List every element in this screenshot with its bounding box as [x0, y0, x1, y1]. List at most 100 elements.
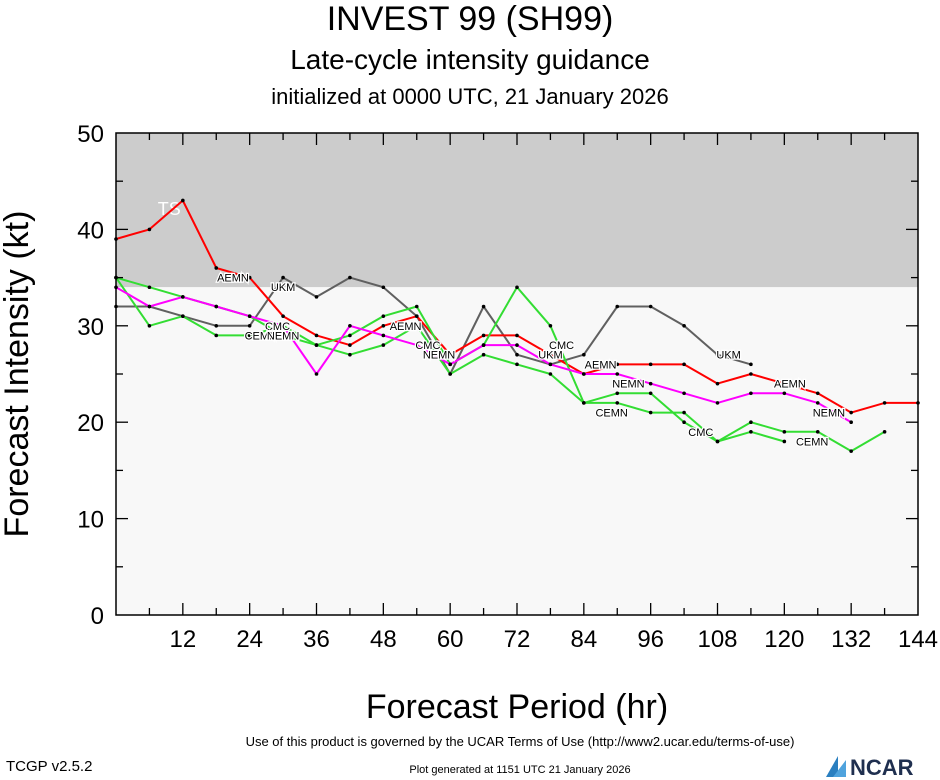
data-point-nemn [682, 391, 686, 396]
y-tick-label: 20 [77, 410, 104, 437]
data-point-aemn [247, 275, 252, 280]
data-point-aemn [181, 198, 185, 203]
data-point-ukm [682, 324, 686, 328]
series-label-cmc: CMC [265, 321, 290, 333]
data-point-nemn [448, 362, 452, 367]
data-point-cmc [281, 333, 285, 338]
data-point-aemn [381, 324, 386, 328]
chart-subtitle: Late-cycle intensity guidance [290, 44, 650, 75]
data-point-nemn [214, 304, 219, 309]
data-point-ukm [214, 324, 219, 328]
series-line-cemn [115, 277, 886, 453]
x-tick-label: 120 [764, 626, 804, 653]
data-point-cemn [214, 333, 219, 338]
data-point-cemn [782, 430, 787, 434]
y-axis-label: Forecast Intensity (kt) [0, 211, 36, 538]
data-point-aemn [281, 314, 285, 318]
data-point-nemn [849, 420, 853, 425]
data-point-cemn [648, 410, 653, 415]
x-tick-label: 12 [169, 626, 196, 653]
intensity-bands [116, 133, 918, 615]
series-label-aemn: AEMN [585, 359, 617, 371]
data-point-cmc [648, 391, 653, 396]
x-tick-label: 60 [437, 626, 464, 653]
data-point-nemn [582, 372, 586, 376]
data-point-cemn [548, 372, 553, 376]
data-point-aemn [849, 410, 853, 415]
data-point-cemn [749, 420, 753, 425]
version-label: TCGP v2.5.2 [6, 758, 93, 775]
data-point-nemn [381, 333, 386, 338]
data-point-aemn [648, 362, 653, 367]
band-labels: TS [158, 199, 181, 219]
data-point-aemn [715, 381, 720, 386]
data-point-ukm [582, 352, 586, 357]
data-point-ukm [615, 304, 620, 309]
y-tick-label: 40 [77, 217, 104, 244]
series-label-cmc: CMC [549, 340, 574, 352]
data-point-nemn [815, 401, 820, 405]
series-line-ukm [116, 276, 752, 375]
y-tick-label: 10 [77, 507, 104, 534]
data-point-ukm [314, 295, 319, 299]
intensity-band-1 [116, 287, 918, 615]
data-point-aemn [682, 362, 686, 367]
data-point-cemn [715, 439, 720, 444]
data-point-ukm [715, 352, 720, 357]
series-points [114, 198, 920, 453]
data-point-aemn [548, 352, 553, 357]
series-label-cemn: CEMN [245, 330, 277, 342]
init-time: initialized at 0000 UTC, 21 January 2026 [271, 84, 669, 109]
x-tick-label: 132 [831, 626, 871, 653]
series-label-nemn: NEMN [612, 379, 644, 391]
data-point-cemn [849, 449, 853, 453]
y-tick-label: 30 [77, 314, 104, 341]
data-point-aemn [481, 333, 486, 338]
data-point-cemn [481, 352, 486, 357]
data-point-aemn [749, 372, 753, 376]
series-label-nemn: NEMN [813, 408, 845, 420]
data-point-aemn [782, 381, 787, 386]
data-point-cemn [247, 333, 252, 338]
data-point-cmc [147, 285, 152, 290]
series-label-ukm: UKM [716, 350, 740, 362]
data-point-aemn [515, 333, 519, 338]
data-point-aemn [348, 343, 352, 347]
data-point-ukm [749, 362, 753, 367]
data-point-nemn [281, 324, 285, 328]
y-tick-label: 50 [77, 121, 104, 148]
data-point-cemn [448, 372, 452, 376]
data-point-cemn [615, 401, 620, 405]
data-point-cemn [381, 343, 386, 347]
data-point-cemn [582, 401, 586, 405]
data-point-cemn [181, 314, 185, 318]
x-tick-label: 24 [236, 626, 263, 653]
data-point-cemn [815, 430, 820, 434]
data-point-cmc [348, 333, 352, 338]
series-label-nemn: NEMN [267, 330, 299, 342]
axis-ticks [116, 133, 918, 615]
data-point-aemn [147, 227, 152, 232]
data-point-nemn [481, 343, 486, 347]
data-point-aemn [414, 314, 419, 318]
plot-generated-time: Plot generated at 1151 UTC 21 January 20… [409, 764, 631, 776]
data-point-nemn [615, 372, 620, 376]
data-point-cemn [348, 352, 352, 357]
data-point-cemn [414, 324, 419, 328]
series-label-cemn: CEMN [595, 408, 627, 420]
data-point-aemn [214, 266, 219, 270]
data-point-aemn [815, 391, 820, 396]
x-tick-label: 108 [697, 626, 737, 653]
data-point-cemn [314, 343, 319, 347]
x-tick-label: 144 [898, 626, 938, 653]
data-point-ukm [648, 304, 653, 309]
data-point-ukm [515, 352, 519, 357]
data-point-nemn [548, 362, 553, 367]
data-point-nemn [147, 304, 152, 309]
data-point-ukm [381, 285, 386, 290]
logo-text: NCAR [850, 755, 914, 778]
data-point-nemn [414, 343, 419, 347]
data-point-nemn [314, 372, 319, 376]
data-point-nemn [247, 314, 252, 318]
